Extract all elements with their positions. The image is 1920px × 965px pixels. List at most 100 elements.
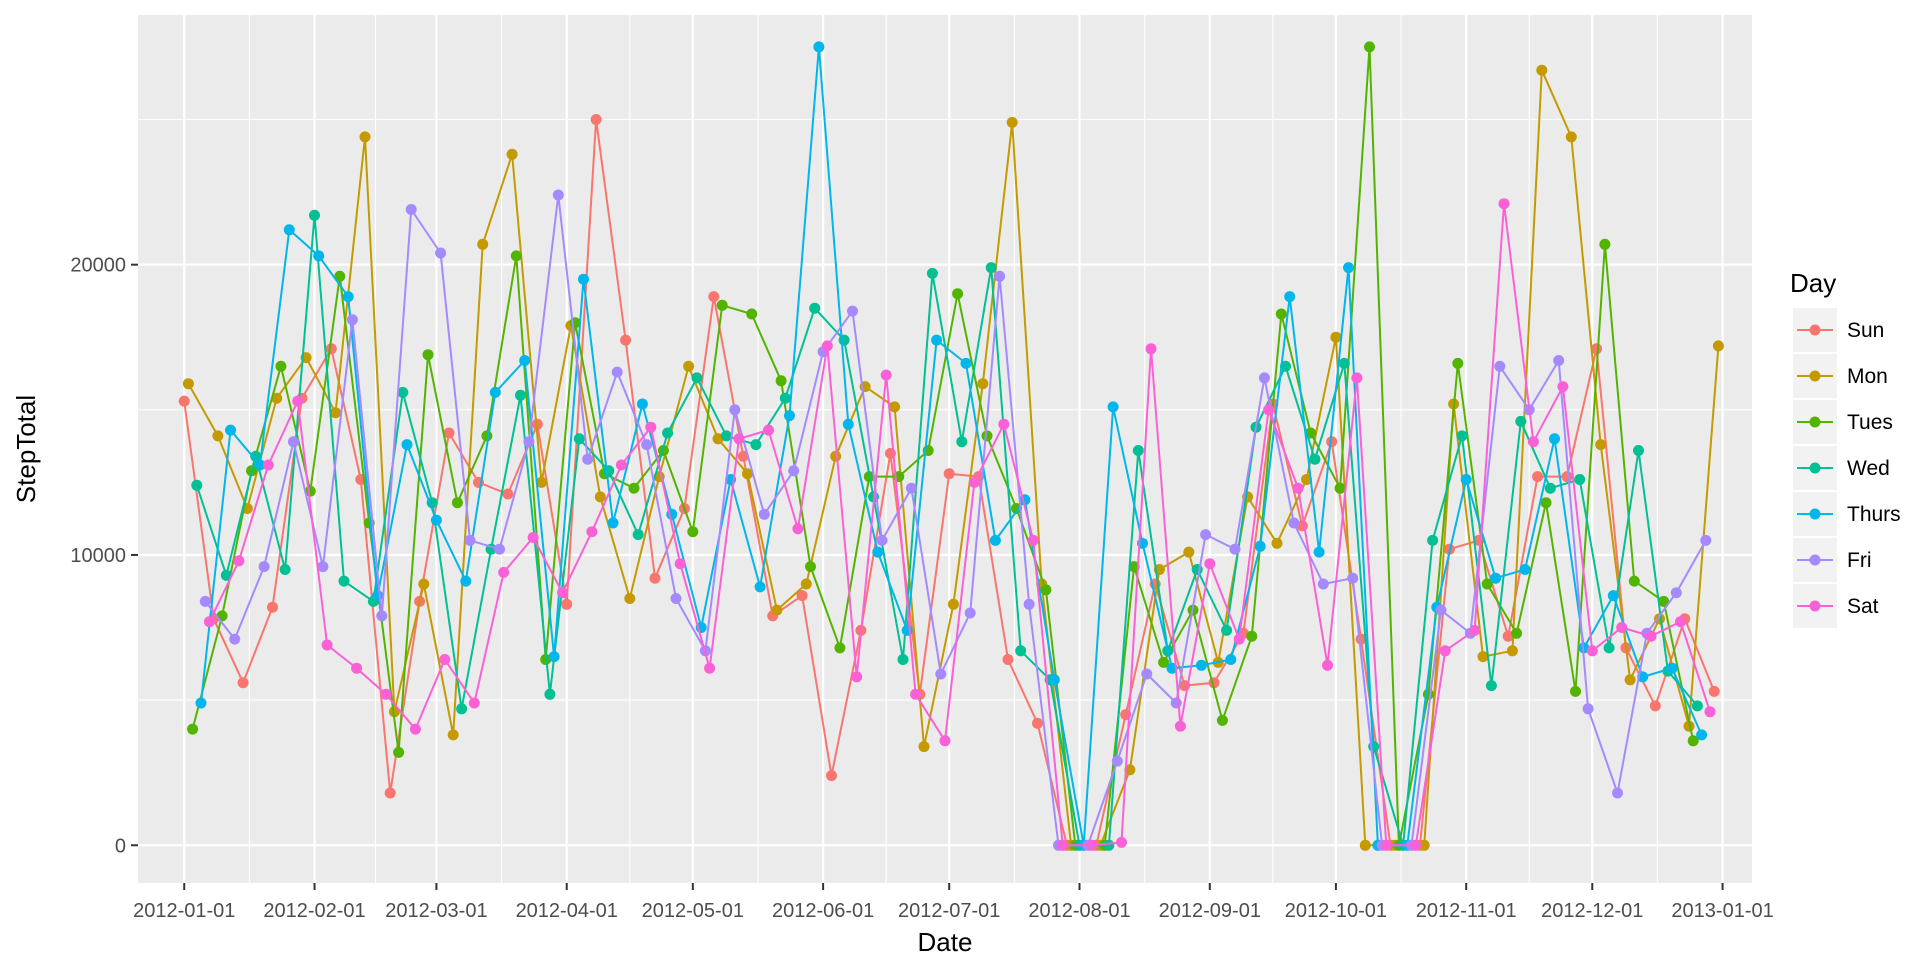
data-point bbox=[1301, 474, 1312, 485]
data-point bbox=[590, 114, 602, 125]
data-point bbox=[1380, 839, 1392, 851]
data-point bbox=[1263, 404, 1275, 416]
data-point bbox=[1485, 680, 1497, 692]
data-point bbox=[905, 482, 917, 494]
data-point bbox=[931, 334, 943, 346]
data-point bbox=[964, 607, 976, 619]
data-point bbox=[636, 398, 648, 410]
data-point bbox=[229, 633, 241, 645]
data-point bbox=[1481, 578, 1493, 590]
data-point bbox=[1313, 546, 1325, 558]
data-point bbox=[1195, 659, 1207, 671]
y-tick-label: 20000 bbox=[70, 255, 126, 277]
data-point bbox=[1326, 436, 1338, 448]
data-point bbox=[683, 360, 695, 372]
data-point bbox=[809, 302, 821, 314]
data-point bbox=[947, 598, 959, 610]
legend-label-mon: Mon bbox=[1847, 365, 1888, 388]
data-point bbox=[489, 386, 501, 398]
data-point bbox=[813, 41, 825, 53]
data-point bbox=[439, 654, 451, 665]
data-point bbox=[262, 459, 274, 471]
data-point bbox=[1700, 534, 1712, 546]
data-point bbox=[351, 662, 363, 674]
x-tick-label: 2012-08-01 bbox=[1028, 900, 1130, 922]
data-point bbox=[1246, 630, 1258, 642]
data-point bbox=[1502, 630, 1514, 642]
data-point bbox=[271, 392, 283, 404]
data-point bbox=[1683, 720, 1695, 732]
data-point bbox=[1624, 674, 1636, 686]
data-point bbox=[926, 267, 938, 279]
data-point bbox=[737, 450, 749, 462]
data-point bbox=[334, 270, 346, 282]
data-point bbox=[346, 314, 358, 326]
data-point bbox=[506, 148, 518, 160]
data-point bbox=[435, 247, 447, 259]
data-point bbox=[712, 433, 724, 445]
data-point bbox=[708, 291, 720, 303]
data-point bbox=[1687, 735, 1699, 747]
data-point bbox=[586, 526, 598, 538]
x-tick-label: 2012-10-01 bbox=[1285, 900, 1387, 922]
data-point bbox=[952, 288, 964, 300]
x-tick-label: 2012-01-01 bbox=[133, 900, 235, 922]
data-point bbox=[792, 523, 804, 535]
data-point bbox=[178, 395, 190, 407]
data-point bbox=[1540, 497, 1552, 509]
data-point bbox=[1456, 430, 1468, 442]
data-point bbox=[956, 436, 968, 448]
data-point bbox=[372, 590, 384, 602]
minor-gridlines bbox=[138, 15, 1752, 883]
legend-label-thurs: Thurs bbox=[1847, 503, 1901, 526]
data-point bbox=[250, 450, 262, 462]
data-point bbox=[670, 593, 682, 604]
data-point bbox=[1132, 445, 1144, 456]
data-point bbox=[805, 561, 816, 573]
data-point bbox=[447, 729, 459, 741]
data-point bbox=[1002, 654, 1014, 665]
data-point bbox=[1439, 645, 1451, 657]
x-tick-label: 2012-12-01 bbox=[1541, 900, 1643, 922]
legend-key-point bbox=[1809, 600, 1821, 612]
data-point bbox=[233, 555, 245, 567]
data-point bbox=[897, 654, 909, 665]
data-point bbox=[1032, 717, 1043, 729]
data-point bbox=[187, 723, 199, 735]
data-point bbox=[691, 372, 703, 384]
data-point bbox=[443, 427, 455, 439]
data-point bbox=[1334, 482, 1346, 494]
axes-layer: 2012-01-01 2012-02-01 2012-03-01 2012-04-01… bbox=[70, 255, 1773, 922]
data-point bbox=[451, 497, 463, 509]
data-point bbox=[1696, 729, 1708, 741]
data-point bbox=[557, 587, 568, 599]
data-point bbox=[401, 439, 413, 451]
x-tick-label: 2013-01-01 bbox=[1671, 900, 1773, 922]
data-point bbox=[687, 526, 699, 538]
y-tick-label: 10000 bbox=[70, 545, 126, 567]
data-point bbox=[998, 418, 1010, 430]
data-point bbox=[645, 421, 657, 433]
data-point bbox=[544, 688, 556, 700]
data-point bbox=[548, 651, 560, 663]
data-point bbox=[847, 305, 858, 317]
data-point bbox=[225, 424, 236, 436]
data-point bbox=[729, 404, 741, 416]
data-point bbox=[758, 508, 770, 520]
data-point bbox=[195, 697, 207, 709]
data-point bbox=[330, 407, 341, 419]
data-point bbox=[460, 575, 472, 587]
data-point bbox=[784, 410, 795, 422]
data-point bbox=[1111, 755, 1123, 767]
data-point bbox=[838, 334, 850, 346]
legend-key-point bbox=[1809, 324, 1821, 336]
data-point bbox=[1364, 41, 1375, 53]
x-tick-label: 2012-04-01 bbox=[516, 900, 618, 922]
series-line-wed bbox=[195, 214, 1699, 847]
series-wed bbox=[191, 209, 1703, 851]
data-point bbox=[1607, 590, 1619, 602]
data-point bbox=[624, 593, 636, 604]
data-point bbox=[258, 561, 270, 573]
data-point bbox=[1200, 529, 1212, 541]
data-point bbox=[309, 209, 320, 221]
